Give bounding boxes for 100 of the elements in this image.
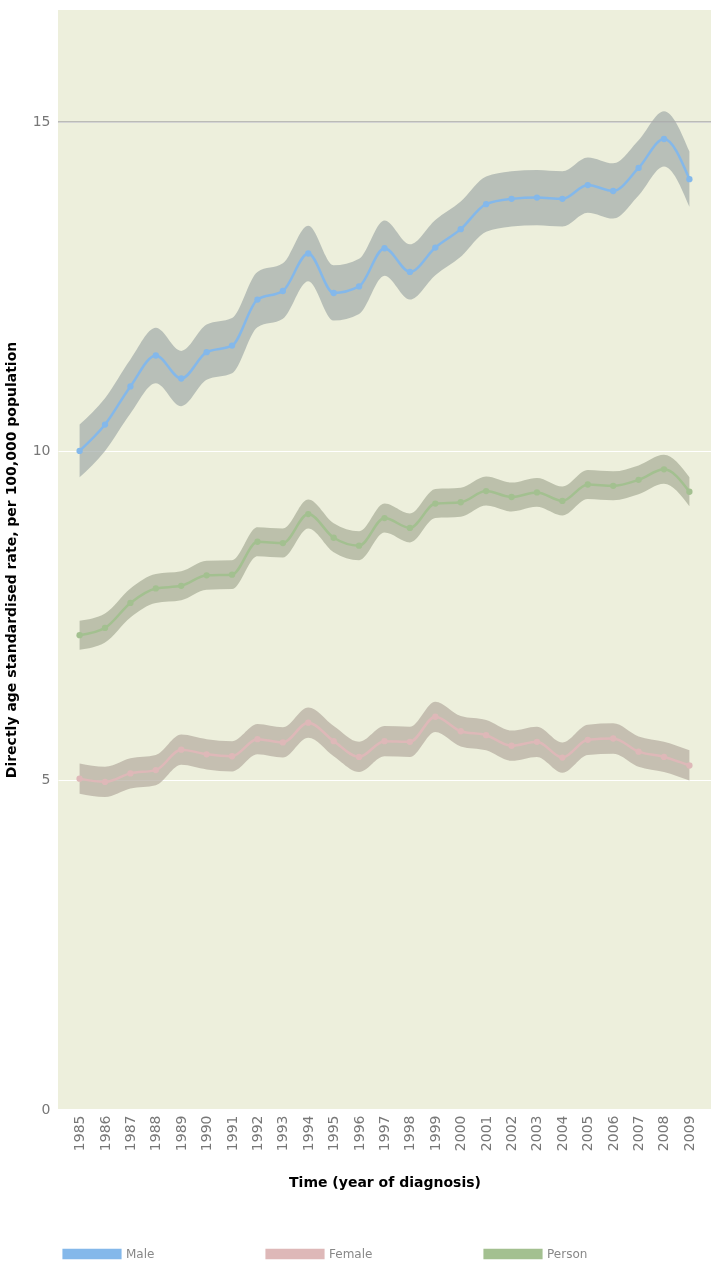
x-tick-label: 1996 xyxy=(350,1115,367,1152)
legend-label: Person xyxy=(547,1247,588,1261)
point xyxy=(76,447,83,455)
point xyxy=(686,175,693,183)
point xyxy=(584,181,591,189)
point xyxy=(101,421,109,428)
point xyxy=(178,375,185,382)
point xyxy=(203,349,210,356)
point xyxy=(482,200,490,208)
point xyxy=(101,624,109,632)
point xyxy=(381,737,388,745)
point xyxy=(76,632,83,639)
point xyxy=(254,538,261,545)
point xyxy=(228,571,236,578)
point xyxy=(279,739,287,746)
x-tick-label: 1987 xyxy=(121,1115,138,1152)
y-tick-label: 10 xyxy=(32,442,51,459)
point xyxy=(127,599,134,607)
point xyxy=(152,585,159,592)
x-tick-label: 2007 xyxy=(630,1115,647,1152)
point xyxy=(381,245,388,252)
x-tick-label: 1991 xyxy=(223,1115,240,1152)
x-tick-label: 2008 xyxy=(655,1115,672,1152)
point xyxy=(279,287,287,295)
point xyxy=(406,524,414,532)
point xyxy=(127,383,134,390)
point xyxy=(610,482,617,489)
point xyxy=(305,510,312,518)
point xyxy=(482,732,490,739)
point xyxy=(330,289,337,297)
x-tick-label: 2005 xyxy=(579,1115,596,1152)
x-tick-label: 2003 xyxy=(528,1115,545,1152)
x-tick-label: 1998 xyxy=(401,1115,418,1152)
point xyxy=(559,754,566,761)
point xyxy=(305,250,312,257)
point xyxy=(203,751,210,758)
point xyxy=(559,497,566,505)
y-tick-label: 0 xyxy=(41,1100,51,1117)
point xyxy=(279,539,287,547)
x-axis-title: Time (year of diagnosis) xyxy=(289,1174,481,1191)
point xyxy=(381,514,388,522)
point xyxy=(635,476,642,484)
point xyxy=(584,481,591,488)
legend-label: Male xyxy=(126,1247,155,1261)
x-tick-label: 1989 xyxy=(172,1115,189,1152)
point xyxy=(660,466,668,473)
point xyxy=(254,736,261,743)
point xyxy=(610,735,617,742)
point xyxy=(660,753,668,761)
x-tick-label: 2009 xyxy=(680,1115,697,1152)
y-tick-label: 5 xyxy=(41,771,51,788)
point xyxy=(610,187,617,195)
point xyxy=(457,728,464,735)
x-tick-label: 2000 xyxy=(452,1115,469,1152)
point xyxy=(127,770,134,777)
point xyxy=(533,738,541,745)
point xyxy=(584,736,591,743)
point xyxy=(330,534,337,541)
point xyxy=(305,719,312,726)
point xyxy=(76,775,83,782)
point xyxy=(152,352,159,359)
point xyxy=(482,487,490,495)
point xyxy=(508,195,515,203)
point xyxy=(457,225,464,233)
x-tick-label: 1994 xyxy=(299,1115,316,1152)
point xyxy=(228,753,236,760)
point xyxy=(152,766,159,774)
x-tick-label: 2006 xyxy=(604,1115,621,1152)
x-tick-label: 1988 xyxy=(147,1115,164,1152)
point xyxy=(686,762,693,769)
x-tick-label: 2002 xyxy=(503,1115,520,1152)
point xyxy=(406,268,414,276)
point xyxy=(330,737,337,745)
point xyxy=(533,489,541,496)
x-tick-label: 1997 xyxy=(376,1115,392,1152)
point xyxy=(508,742,515,749)
point xyxy=(432,244,439,251)
point xyxy=(178,582,185,589)
point xyxy=(101,778,109,786)
x-tick-label: 1986 xyxy=(96,1115,113,1152)
point xyxy=(635,164,642,172)
x-tick-label: 1993 xyxy=(274,1115,291,1152)
point xyxy=(533,194,541,201)
point xyxy=(660,135,668,143)
point xyxy=(355,542,363,549)
point xyxy=(508,493,515,501)
x-tick-label: 1992 xyxy=(248,1115,265,1152)
y-axis-title: Directly age standardised rate, per 100,000 population xyxy=(2,341,19,779)
point xyxy=(457,499,464,506)
point xyxy=(559,195,566,203)
legend-label: Female xyxy=(329,1247,373,1261)
point xyxy=(203,572,210,579)
point xyxy=(228,342,236,349)
point xyxy=(432,500,439,507)
point xyxy=(254,296,261,303)
point xyxy=(406,738,414,745)
point xyxy=(178,746,185,753)
x-tick-label: 2001 xyxy=(477,1115,494,1152)
x-tick-label: 1995 xyxy=(325,1115,342,1152)
point xyxy=(432,713,439,720)
